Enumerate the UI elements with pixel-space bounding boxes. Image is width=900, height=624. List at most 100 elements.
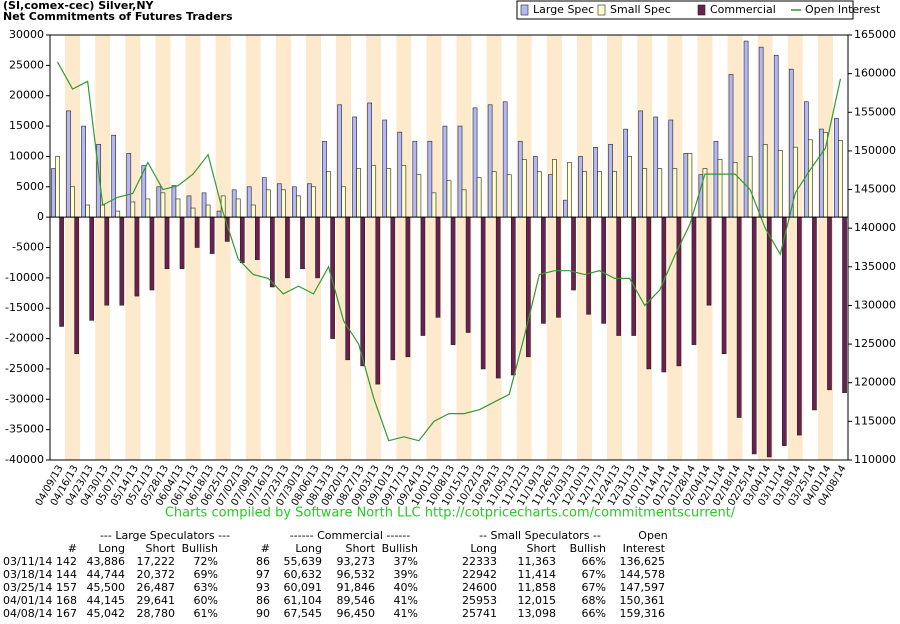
bar: [582, 171, 587, 218]
band: [576, 35, 593, 460]
bar: [510, 216, 516, 376]
group-header: Open: [638, 529, 667, 542]
bar: [480, 216, 486, 370]
bar: [382, 119, 388, 218]
bar: [773, 54, 779, 218]
band: [170, 35, 186, 460]
bar: [216, 210, 222, 218]
legend-swatch: [697, 4, 706, 16]
cell: 93: [256, 581, 270, 594]
bar: [691, 216, 697, 345]
bar: [397, 131, 403, 218]
bar: [797, 216, 802, 436]
cell: 144: [56, 568, 77, 581]
cell: 144,578: [620, 568, 666, 581]
bar: [631, 216, 637, 336]
legend-label: Small Spec: [610, 3, 671, 16]
cell: 11,363: [518, 555, 557, 568]
band: [95, 35, 111, 460]
cell: 12,015: [518, 594, 557, 607]
bar: [194, 216, 200, 248]
bar: [209, 216, 215, 254]
y2-tick-label: 140000: [854, 221, 896, 234]
bar: [623, 128, 628, 218]
bar: [593, 147, 598, 218]
bar: [307, 183, 312, 218]
bar: [89, 216, 95, 321]
bar: [119, 216, 125, 306]
bar: [265, 189, 271, 218]
bar: [781, 216, 787, 446]
band: [185, 35, 201, 460]
band: [140, 35, 156, 460]
bar: [356, 168, 361, 218]
column-header: Long: [295, 542, 322, 555]
bar: [405, 216, 411, 358]
bar: [300, 216, 305, 270]
y-tick-label: 15000: [9, 119, 44, 132]
bar: [412, 140, 418, 218]
cell: 150,361: [620, 594, 666, 607]
y-tick-label: -5000: [12, 241, 44, 254]
y-tick-label: -15000: [5, 301, 44, 314]
cell: 37%: [394, 555, 418, 568]
bar: [270, 216, 275, 288]
cell: 68%: [582, 594, 606, 607]
bar: [126, 153, 132, 218]
y2-tick-label: 155000: [854, 105, 896, 118]
cell: 60,632: [284, 568, 323, 581]
bar: [646, 216, 652, 370]
bar: [638, 110, 644, 218]
bar: [281, 189, 286, 218]
bar: [517, 140, 523, 218]
bar: [74, 216, 79, 355]
bar: [521, 159, 527, 218]
cell: 41%: [394, 594, 418, 607]
band: [607, 35, 623, 460]
bar: [766, 216, 772, 458]
cell: 13,098: [518, 607, 557, 620]
bar: [156, 186, 162, 218]
bar: [597, 171, 602, 218]
column-header: Bullish: [182, 542, 218, 555]
y2-tick-label: 110000: [854, 453, 896, 466]
bar: [465, 216, 471, 333]
y2-tick-label: 115000: [854, 414, 896, 427]
bar: [179, 216, 185, 270]
cell: 26,487: [137, 581, 176, 594]
bar: [476, 177, 482, 218]
cell: 67%: [582, 581, 606, 594]
bar: [164, 216, 170, 270]
band: [50, 35, 66, 460]
band: [200, 35, 216, 460]
cell: 97: [256, 568, 270, 581]
bar: [706, 216, 712, 306]
bar: [371, 165, 377, 218]
bar: [285, 216, 290, 279]
group-header: -- Small Speculators --: [479, 529, 601, 542]
cell: 66%: [582, 607, 606, 620]
cell: 43,886: [87, 555, 126, 568]
y2-tick-label: 145000: [854, 183, 896, 196]
band: [245, 35, 261, 460]
column-header: Short: [145, 542, 175, 555]
bar: [556, 216, 561, 318]
bar: [100, 204, 106, 218]
bar: [235, 198, 241, 218]
bar: [51, 168, 56, 218]
cell: 168: [56, 594, 77, 607]
bar: [803, 101, 809, 218]
bar: [442, 125, 448, 218]
bar: [758, 46, 764, 218]
cell: 89,546: [337, 594, 376, 607]
cell: 69%: [194, 568, 218, 581]
column-header: #: [261, 542, 270, 555]
row-date: 03/18/14: [3, 568, 52, 581]
cell: 67,545: [284, 607, 323, 620]
cell: 167: [56, 607, 77, 620]
bar: [747, 156, 753, 218]
bar: [672, 168, 678, 218]
cell: 93,273: [337, 555, 376, 568]
cell: 24600: [462, 581, 497, 594]
cell: 86: [256, 555, 270, 568]
